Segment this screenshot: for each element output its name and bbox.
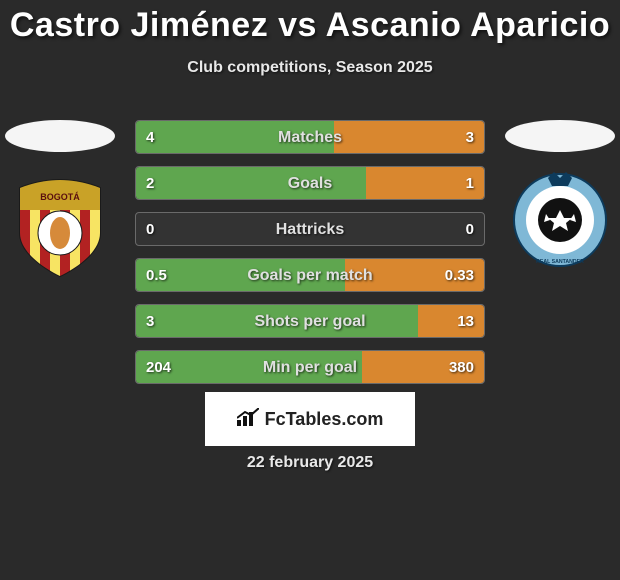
svg-text:BOGOTÁ: BOGOTÁ: [40, 192, 80, 202]
subtitle: Club competitions, Season 2025: [0, 59, 620, 77]
stat-row: 21Goals: [135, 166, 485, 200]
team-badge-right: REAL SANTANDER: [510, 170, 610, 270]
player-right-column: REAL SANTANDER: [500, 120, 620, 270]
stat-label: Hattricks: [136, 213, 484, 246]
chart-icon: [237, 408, 259, 431]
date-label: 22 february 2025: [0, 454, 620, 472]
brand-label: FcTables.com: [265, 409, 384, 430]
stat-label: Matches: [136, 121, 484, 154]
stat-label: Goals: [136, 167, 484, 200]
player-left-column: BOGOTÁ: [0, 120, 120, 278]
stat-row: 43Matches: [135, 120, 485, 154]
avatar-left: [5, 120, 115, 152]
avatar-right: [505, 120, 615, 152]
stat-row: 00Hattricks: [135, 212, 485, 246]
svg-text:REAL SANTANDER: REAL SANTANDER: [536, 259, 584, 265]
team-badge-left: BOGOTÁ: [10, 178, 110, 278]
stats-table: 43Matches 21Goals 00Hattricks 0.50.33Goals …: [135, 120, 485, 396]
brand-card[interactable]: FcTables.com: [205, 392, 415, 446]
stat-row: 0.50.33Goals per match: [135, 258, 485, 292]
stat-label: Min per goal: [136, 351, 484, 384]
page-title: Castro Jiménez vs Ascanio Aparicio: [0, 0, 620, 45]
stat-label: Shots per goal: [136, 305, 484, 338]
stat-label: Goals per match: [136, 259, 484, 292]
stat-row: 204380Min per goal: [135, 350, 485, 384]
stat-row: 313Shots per goal: [135, 304, 485, 338]
